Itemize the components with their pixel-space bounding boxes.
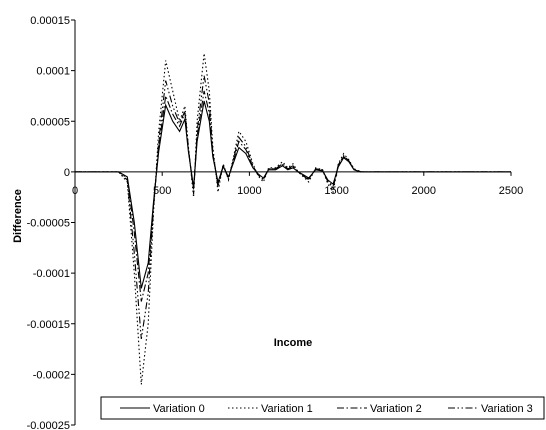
legend-label-variation-2: Variation 2 [370, 403, 422, 415]
legend: Variation 0 Variation 1 Variation 2 Variati… [100, 396, 545, 420]
x-axis-title: Income [274, 337, 313, 349]
series-line-variation-0 [75, 100, 511, 289]
x-tick-label: 2000 [412, 185, 436, 197]
series-line-variation-3 [75, 75, 511, 339]
y-tick-label: 0.00015 [30, 15, 70, 27]
x-tick-label: 1500 [324, 185, 348, 197]
series-line-variation-2 [75, 90, 511, 302]
legend-label-variation-0: Variation 0 [153, 403, 205, 415]
legend-label-variation-3: Variation 3 [481, 403, 533, 415]
y-tick-label: -0.0001 [33, 268, 70, 280]
series-layer [75, 53, 511, 385]
x-tick-label: 0 [72, 185, 78, 197]
legend-box [100, 396, 545, 420]
x-tick-label: 1000 [237, 185, 261, 197]
series-line-variation-1 [75, 53, 511, 385]
x-tick-label: 2500 [499, 185, 523, 197]
y-tick-label: 0.00005 [30, 116, 70, 128]
legend-label-variation-1: Variation 1 [261, 403, 313, 415]
axes [74, 20, 511, 425]
y-ticks: 0.00015 0.0001 0.00005 0 -0.00005 -0.0001 -0.0… [27, 15, 75, 430]
y-tick-label: -0.00015 [27, 319, 70, 331]
x-ticks: 0 500 1000 1500 2000 2500 [72, 171, 523, 197]
y-tick-label: 0 [64, 167, 70, 179]
y-tick-label: -0.0002 [33, 369, 70, 381]
y-tick-label: -0.00025 [27, 420, 70, 430]
y-tick-label: -0.00005 [27, 218, 70, 230]
y-axis-title: Difference [12, 189, 24, 243]
x-tick-label: 500 [153, 185, 171, 197]
y-tick-label: 0.0001 [36, 66, 70, 78]
